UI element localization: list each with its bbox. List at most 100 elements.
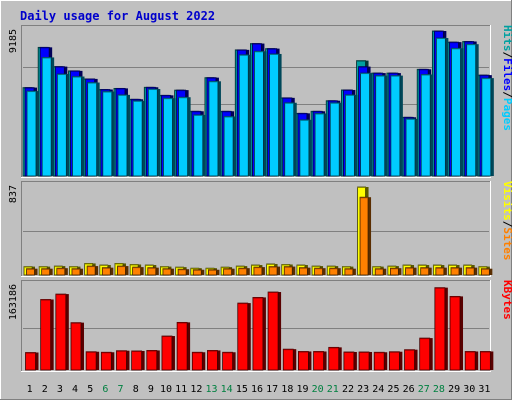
bar-face [56,267,66,276]
bar-face [360,72,370,177]
panel-frame [21,181,491,277]
bar-face [420,267,430,276]
x-tick-label: 8 [133,384,139,395]
x-tick-label: 25 [387,384,399,395]
x-tick-label: 27 [418,384,430,395]
side-legend: Visits/Sites [501,181,512,261]
bar-face [85,351,97,371]
side-legend-part: Sites [501,227,512,260]
bar-kbytes [373,351,388,371]
bar-face [359,196,369,276]
bar-sites [465,267,478,276]
bar-sites [56,267,68,276]
bar-face [254,50,264,177]
bar-kbytes [176,321,191,371]
bar-kbytes [343,351,357,371]
bar-pages [223,116,237,177]
x-tick-label: 31 [478,384,490,395]
bar-face [147,88,158,177]
bar-face [464,351,476,371]
x-tick-label: 12 [190,384,202,395]
side-legend-part: Pages [501,98,512,131]
bar-kbytes [25,352,39,371]
bar-face [481,77,492,177]
x-tick-label: 21 [327,384,339,395]
bar-pages [147,88,161,177]
y-max-label: 9185 [8,29,19,53]
bar-face [268,266,278,276]
bar-pages [435,37,449,177]
bar-face [358,351,370,371]
bar-face [420,74,431,177]
panel-visits-sites: 837 Visits/Sites [8,181,512,277]
bar-face [207,350,218,371]
x-tick-label: 24 [372,384,384,395]
x-tick-label: 11 [175,384,187,395]
x-tick-label: 17 [266,384,278,395]
bar-face [388,351,400,371]
bar-kbytes [70,322,84,371]
bar-sites [389,267,402,276]
bar-kbytes [449,295,464,371]
side-legend-separator: / [501,52,512,59]
bar-pages [405,118,419,177]
bar-pages [269,53,282,177]
bar-face [299,119,310,177]
bar-kbytes [207,350,221,371]
bar-face [238,267,248,276]
bar-sites [420,267,432,276]
bar-face [100,351,112,371]
bar-face [55,293,67,371]
bar-sites [41,268,53,276]
bar-face [132,100,143,177]
bar-kbytes [116,350,130,371]
x-tick-label: 10 [160,384,172,395]
bar-kbytes [131,350,145,371]
bar-pages [344,94,358,177]
bar-sites [374,268,387,276]
bar-sites [314,267,326,276]
bar-kbytes [191,351,206,371]
bar-face [435,267,445,276]
side-legend-separator: / [501,91,512,98]
bar-face [193,114,204,177]
y-max-label: 163186 [8,284,19,320]
bar-face [161,335,173,371]
bar-face [419,337,431,371]
bar-sites [86,265,99,276]
bar-pages [390,75,403,177]
bar-face [87,82,98,177]
bar-face [405,118,416,177]
bar-sites [117,265,129,276]
bar-face [329,267,339,276]
bar-face [72,76,82,177]
bar-kbytes [419,337,433,371]
bar-pages [72,76,85,177]
bar-face [132,266,142,276]
bar-pages [375,75,388,177]
bar-kbytes [267,291,282,371]
bar-pages [117,94,130,177]
bar-face [267,291,279,371]
bar-sites [268,266,281,276]
bar-face [375,75,386,177]
bar-pages [163,97,176,177]
bar-kbytes [282,348,297,371]
bar-face [404,349,415,371]
chart-title: Daily usage for August 2022 [20,9,215,23]
bar-face [86,265,96,276]
bar-face [344,94,355,177]
bar-face [237,302,249,371]
bar-pages [314,113,328,177]
x-tick-label: 7 [118,384,124,395]
bar-sites [26,268,38,276]
bar-sites [299,267,311,276]
bar-sites [405,267,417,276]
x-tick-label: 3 [57,384,63,395]
bar-face [222,351,233,371]
bar-kbytes [298,351,312,371]
bar-face [40,299,52,371]
bar-kbytes [252,297,266,371]
